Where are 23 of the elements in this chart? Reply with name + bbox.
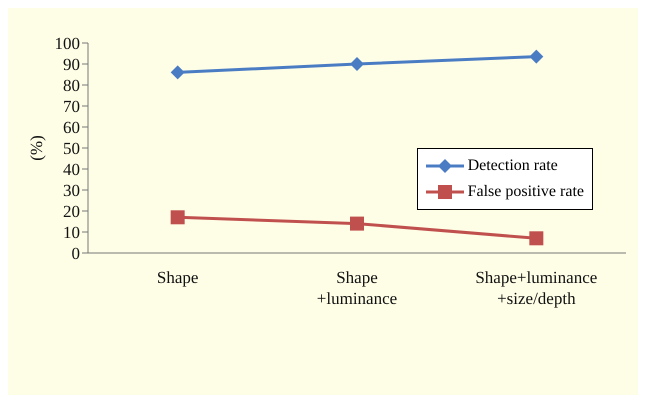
y-tick-label: 50 (63, 139, 80, 158)
y-tick-label: 100 (54, 34, 80, 54)
point (350, 216, 364, 231)
point (170, 65, 185, 80)
legend-label: Detection rate (468, 156, 558, 176)
y-tick-label: 40 (63, 160, 80, 180)
x-tick-label: Shape+luminance +size/depth (475, 268, 598, 308)
y-tick-label: 10 (63, 223, 80, 242)
y-tick-label: 20 (63, 202, 80, 222)
x-tick-label: Shape (156, 268, 198, 287)
point (529, 50, 544, 64)
y-tick-label: 80 (63, 76, 80, 96)
y-tick-label: 90 (63, 55, 80, 74)
y-tick-label: 0 (72, 244, 80, 264)
point (529, 231, 544, 246)
y-tick-label: 70 (63, 97, 80, 116)
point (350, 57, 364, 71)
y-axis-title: (%) (27, 135, 46, 161)
x-tick-label: Shape +luminance (316, 268, 398, 308)
y-tick-label: 30 (63, 181, 80, 200)
point (170, 210, 185, 224)
legend-label: False positive rate (468, 182, 584, 202)
y-tick-label: 60 (63, 118, 80, 138)
